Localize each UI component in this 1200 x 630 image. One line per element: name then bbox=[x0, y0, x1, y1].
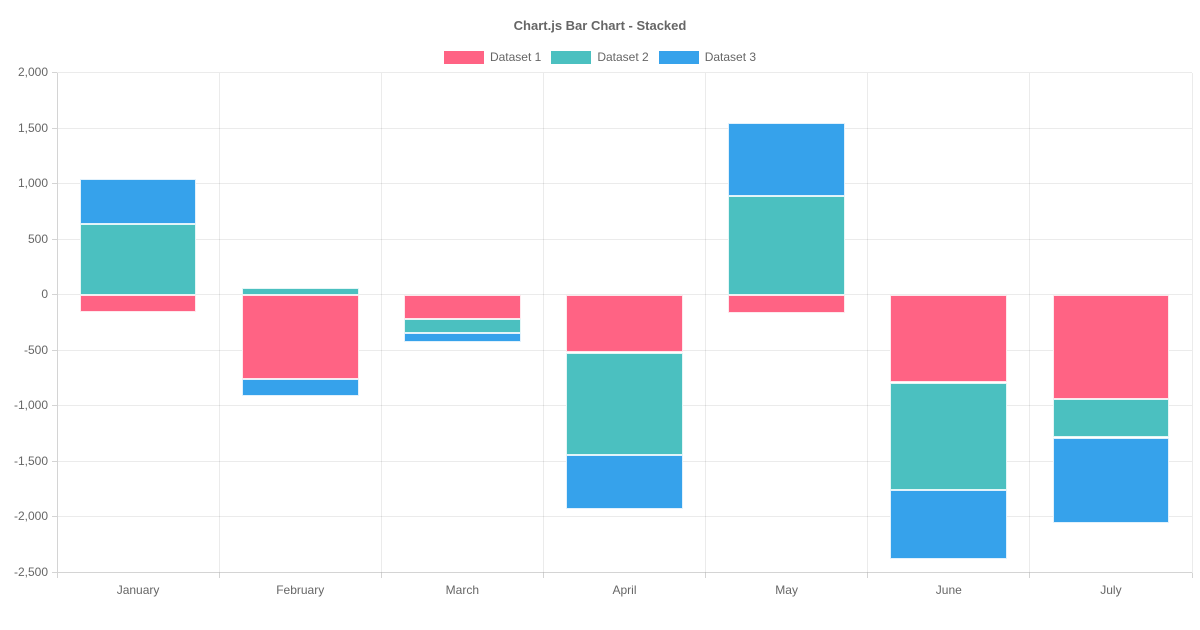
x-axis-tick bbox=[542, 572, 544, 578]
bar-segment-dataset3-february[interactable] bbox=[241, 378, 359, 397]
y-axis-tick bbox=[52, 460, 57, 462]
x-axis-tick-label: January bbox=[116, 582, 160, 597]
x-axis-tick-label: March bbox=[445, 582, 480, 597]
legend-item-dataset1[interactable]: Dataset 1 bbox=[443, 50, 542, 64]
y-axis-tick bbox=[52, 127, 57, 129]
bar-segment-dataset1-july[interactable] bbox=[1052, 294, 1170, 399]
y-axis-tick-label: -2,000 bbox=[13, 509, 48, 524]
gridline-h bbox=[57, 516, 1192, 518]
gridline-h bbox=[57, 572, 1192, 573]
bar-segment-dataset3-july[interactable] bbox=[1052, 437, 1170, 523]
y-axis-tick-label: 500 bbox=[27, 231, 48, 246]
x-axis-tick bbox=[380, 572, 382, 578]
gridline-h bbox=[57, 72, 1192, 73]
legend: Dataset 1 Dataset 2 Dataset 3 bbox=[0, 50, 1200, 64]
y-axis-tick-label: -2,500 bbox=[13, 565, 48, 579]
x-axis-tick-label: April bbox=[612, 582, 637, 597]
x-axis-tick-label: July bbox=[1100, 582, 1122, 597]
bar-segment-dataset3-april[interactable] bbox=[566, 454, 683, 510]
gridline-v bbox=[56, 72, 58, 573]
y-axis-tick-label: 2,000 bbox=[17, 65, 48, 79]
x-axis-tick bbox=[705, 572, 707, 578]
y-axis-tick-label: 0 bbox=[41, 287, 48, 302]
y-axis-tick bbox=[52, 72, 57, 73]
bar-segment-dataset2-january[interactable] bbox=[79, 224, 197, 295]
legend-item-dataset3[interactable]: Dataset 3 bbox=[658, 50, 757, 64]
y-axis-tick bbox=[52, 349, 57, 351]
x-axis-tick-label: May bbox=[775, 582, 798, 597]
bar-segment-dataset3-january[interactable] bbox=[79, 179, 197, 225]
x-axis-tick bbox=[867, 572, 869, 578]
x-axis-tick bbox=[1191, 572, 1193, 578]
y-axis-tick-label: -500 bbox=[23, 342, 48, 357]
bar-segment-dataset3-may[interactable] bbox=[728, 123, 845, 197]
bar-segment-dataset2-april[interactable] bbox=[566, 352, 683, 455]
y-axis-tick-label: -1,500 bbox=[13, 453, 48, 468]
bar-segment-dataset2-june[interactable] bbox=[890, 382, 1008, 491]
legend-item-dataset2[interactable]: Dataset 2 bbox=[551, 50, 649, 64]
gridline-h bbox=[57, 127, 1192, 129]
x-axis-tick bbox=[56, 572, 58, 578]
gridline-v bbox=[380, 72, 382, 573]
x-axis-tick bbox=[218, 572, 220, 578]
gridline-v bbox=[1191, 72, 1193, 573]
x-axis-tick-label: June bbox=[935, 582, 962, 597]
bar-segment-dataset2-february[interactable] bbox=[241, 288, 359, 295]
gridline-v bbox=[542, 72, 544, 573]
legend-label-dataset2: Dataset 2 bbox=[597, 50, 649, 64]
y-axis-tick bbox=[52, 405, 57, 407]
y-axis-tick bbox=[52, 238, 57, 240]
y-axis-tick-label: 1,000 bbox=[17, 176, 48, 191]
legend-label-dataset3: Dataset 3 bbox=[704, 50, 757, 64]
chart-title: Chart.js Bar Chart - Stacked bbox=[513, 18, 687, 33]
bar-segment-dataset3-march[interactable] bbox=[403, 333, 521, 343]
bar-segment-dataset2-july[interactable] bbox=[1052, 398, 1170, 438]
gridline-v bbox=[218, 72, 220, 573]
bar-segment-dataset1-march[interactable] bbox=[403, 294, 521, 319]
bar-segment-dataset1-april[interactable] bbox=[566, 294, 683, 353]
gridline-v bbox=[705, 72, 707, 573]
bar-segment-dataset1-february[interactable] bbox=[241, 294, 359, 379]
y-axis-tick-label: 1,500 bbox=[17, 120, 48, 135]
gridline-v bbox=[867, 72, 869, 573]
y-axis-tick-label: -1,000 bbox=[13, 398, 48, 413]
x-axis-tick-label: February bbox=[276, 582, 325, 597]
gridline-h bbox=[57, 238, 1192, 240]
y-axis-tick bbox=[52, 294, 57, 296]
y-axis-tick bbox=[52, 183, 57, 185]
legend-swatch-dataset3-icon bbox=[658, 50, 699, 64]
bar-segment-dataset3-june[interactable] bbox=[890, 490, 1008, 560]
legend-swatch-dataset2-icon bbox=[551, 50, 592, 64]
bar-segment-dataset1-june[interactable] bbox=[890, 294, 1008, 383]
y-axis-tick bbox=[52, 516, 57, 518]
gridline-h bbox=[57, 183, 1192, 185]
legend-swatch-dataset1-icon bbox=[443, 50, 484, 64]
bar-segment-dataset1-january[interactable] bbox=[79, 294, 197, 312]
bar-segment-dataset2-may[interactable] bbox=[728, 196, 845, 295]
x-axis-tick bbox=[1029, 572, 1031, 578]
bar-segment-dataset2-march[interactable] bbox=[403, 318, 521, 334]
bar-segment-dataset1-may[interactable] bbox=[728, 294, 845, 314]
legend-label-dataset1: Dataset 1 bbox=[489, 50, 542, 64]
y-axis-tick bbox=[52, 572, 57, 573]
gridline-v bbox=[1029, 72, 1031, 573]
